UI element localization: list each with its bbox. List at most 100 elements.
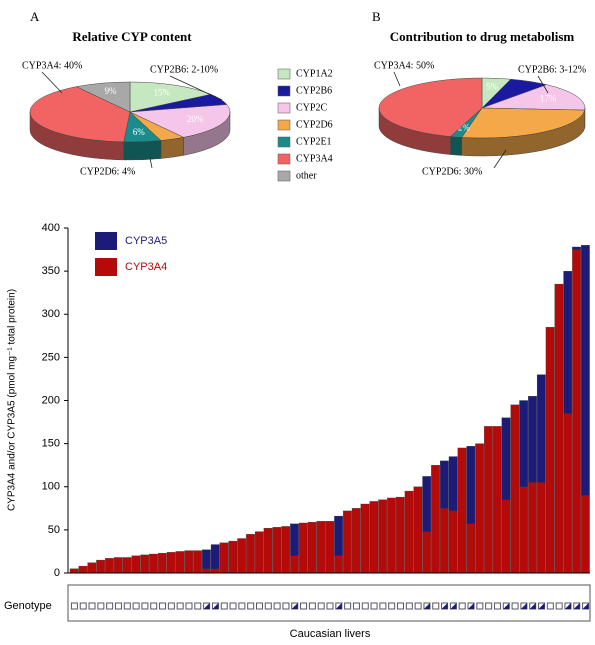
bar-segment xyxy=(475,443,484,574)
slice-side xyxy=(160,137,184,159)
bar-segment xyxy=(290,555,299,574)
bar-segment xyxy=(440,508,449,574)
annotation-arrow xyxy=(41,71,63,94)
bar-segment xyxy=(422,476,432,532)
y-tick-label: 300 xyxy=(42,308,60,320)
bar-segment xyxy=(166,552,176,574)
bar-segment xyxy=(581,495,590,574)
bar-segment xyxy=(228,540,238,574)
genotype-marker xyxy=(308,602,316,610)
genotype-marker xyxy=(159,602,167,610)
y-tick-label: 200 xyxy=(42,394,60,406)
legend-label: CYP2E1 xyxy=(296,136,332,147)
bar-segment xyxy=(96,559,105,574)
genotype-marker xyxy=(379,602,387,610)
bar-segment xyxy=(581,245,590,496)
genotype-marker-fill xyxy=(291,603,298,609)
genotype-marker xyxy=(220,602,228,610)
bar-segment xyxy=(501,499,511,574)
genotype-marker xyxy=(264,602,272,610)
bar-segment xyxy=(536,482,546,574)
slice xyxy=(29,86,131,143)
genotype-marker-fill xyxy=(423,603,430,609)
annotation-arrow xyxy=(537,75,549,94)
genotype-marker-fill xyxy=(212,603,219,609)
genotype-marker-fill xyxy=(503,603,510,609)
bar-segment xyxy=(360,503,370,574)
y-tick-label: 50 xyxy=(48,524,60,536)
bar-segment xyxy=(528,396,537,483)
genotype-marker xyxy=(458,602,466,610)
value-label: 9% xyxy=(104,86,117,96)
bar-segment xyxy=(343,510,352,574)
legend-swatch xyxy=(277,153,291,165)
genotype-marker xyxy=(185,602,193,610)
genotype-marker xyxy=(546,602,554,610)
genotype-marker-fill xyxy=(203,603,210,609)
bar-segment xyxy=(202,549,211,569)
bar-segment xyxy=(387,497,396,574)
value-label: 5% xyxy=(486,81,499,91)
y-tick-label: 100 xyxy=(42,481,60,493)
bar-segment xyxy=(431,465,440,574)
legend-swatch xyxy=(277,85,291,97)
bar-segment xyxy=(510,404,520,574)
bar-segment xyxy=(545,327,555,574)
bar-segment xyxy=(528,482,537,574)
y-tick-label: 250 xyxy=(42,351,60,363)
bar-segment xyxy=(466,523,476,574)
genotype-marker xyxy=(317,602,325,610)
genotype-marker xyxy=(326,602,334,610)
bar-segment xyxy=(334,555,343,574)
genotype-marker xyxy=(70,602,78,610)
legend-label: CYP3A4 xyxy=(125,261,167,273)
bar-segment xyxy=(413,486,423,574)
bar-segment xyxy=(113,557,123,574)
legend-swatch xyxy=(95,232,117,250)
bar-segment xyxy=(263,528,273,574)
bar-segment xyxy=(307,521,317,574)
genotype-marker-fill xyxy=(573,603,580,609)
legend-swatch xyxy=(277,68,291,80)
annotation-arrow xyxy=(149,157,153,169)
genotype-marker xyxy=(255,602,263,610)
genotype-marker xyxy=(370,602,378,610)
slice-side xyxy=(450,136,462,156)
genotype-marker-fill xyxy=(529,603,536,609)
bar-segment xyxy=(246,534,255,574)
genotype-marker xyxy=(176,602,184,610)
panel-label: B xyxy=(372,9,381,24)
value-label: 15% xyxy=(154,87,171,97)
slice xyxy=(75,81,131,113)
bar-segment xyxy=(210,544,220,569)
genotype-marker xyxy=(432,602,440,610)
genotype-marker xyxy=(79,602,87,610)
bar-segment xyxy=(299,522,308,574)
annotation: CYP3A4: 40% xyxy=(22,60,82,71)
bar-segment xyxy=(395,496,405,574)
slice xyxy=(481,84,586,111)
bar-segment xyxy=(193,550,202,574)
bar-segment xyxy=(105,558,114,574)
genotype-marker xyxy=(194,602,202,610)
legend-label: CYP2B6 xyxy=(296,85,332,96)
bar-segment xyxy=(448,510,458,574)
bar-segment xyxy=(563,413,573,574)
genotype-marker xyxy=(88,602,96,610)
genotype-marker xyxy=(300,602,308,610)
annotation: CYP2D6: 4% xyxy=(80,166,135,177)
annotation: CYP2B6: 3-12% xyxy=(518,64,586,75)
bar-segment xyxy=(131,555,141,574)
genotype-marker xyxy=(282,602,290,610)
legend-swatch xyxy=(95,258,117,276)
value-label: 17% xyxy=(540,94,557,104)
bar-segment xyxy=(492,426,502,574)
genotype-marker xyxy=(511,602,519,610)
genotype-marker xyxy=(555,602,563,610)
y-tick-label: 350 xyxy=(42,265,60,277)
bar-segment xyxy=(325,521,335,574)
annotation: CYP3A4: 50% xyxy=(374,60,434,71)
y-tick-label: 0 xyxy=(54,567,60,579)
genotype-marker xyxy=(344,602,352,610)
